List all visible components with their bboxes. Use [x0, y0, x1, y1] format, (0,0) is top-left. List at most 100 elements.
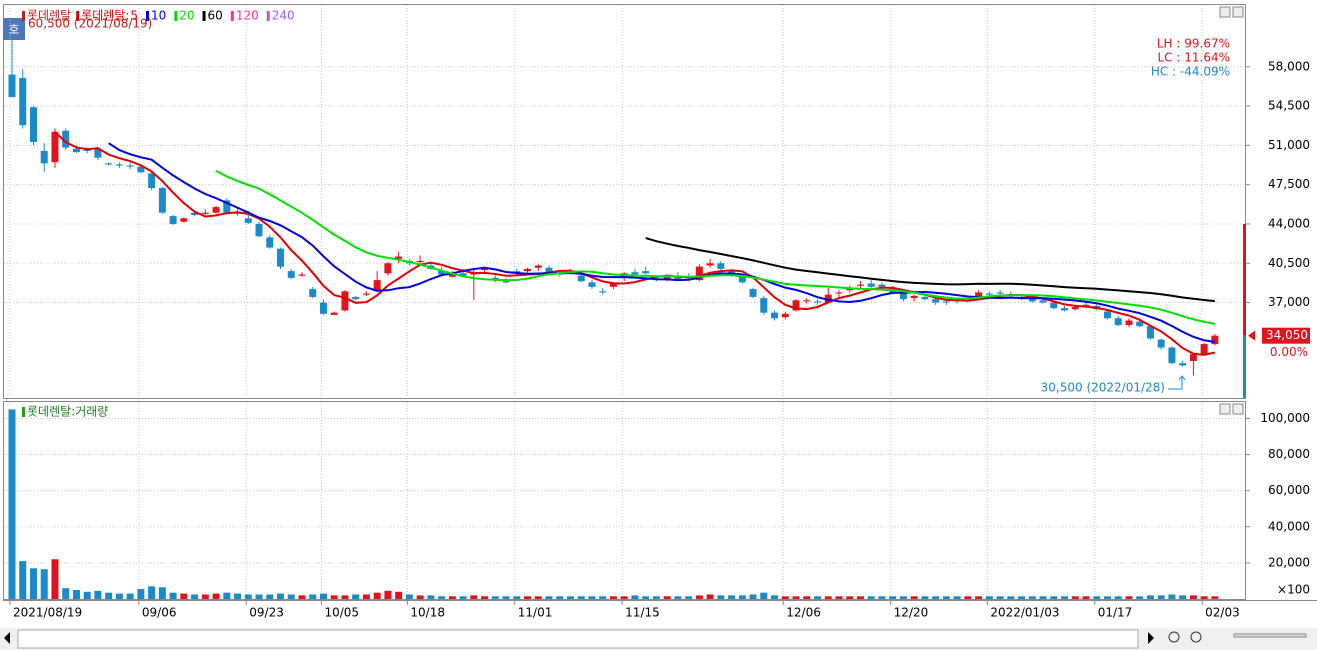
- y-tick-label: 20,000: [1268, 555, 1310, 569]
- candle-body: [438, 271, 446, 275]
- candle-body: [459, 273, 467, 276]
- candle-body: [1211, 335, 1219, 345]
- candle-body: [856, 284, 864, 286]
- y-tick-label: 60,000: [1268, 483, 1310, 497]
- volume-bar: [1168, 594, 1176, 599]
- scroll-track[interactable]: [17, 629, 1139, 649]
- volume-bar: [889, 596, 897, 599]
- panel-button[interactable]: [1219, 403, 1231, 415]
- candle-body: [115, 164, 123, 166]
- volume-bar: [953, 596, 961, 599]
- candle-body: [212, 207, 220, 213]
- candle-body: [814, 301, 821, 303]
- candle-body: [287, 271, 295, 278]
- volume-bar: [717, 595, 725, 599]
- volume-bar: [921, 596, 929, 599]
- volume-bar: [1050, 596, 1058, 599]
- volume-bar: [481, 596, 489, 599]
- candle-body: [341, 291, 349, 311]
- legend-swatch: [174, 11, 178, 21]
- candle-body: [1061, 308, 1069, 311]
- last-price-box: [1262, 327, 1310, 344]
- x-tick-label: 2021/08/19: [13, 606, 82, 620]
- stat-label: LC : 11.64%: [1158, 51, 1231, 65]
- x-tick-label: 10/18: [410, 606, 445, 620]
- volume-bar: [502, 596, 510, 599]
- candle-body: [642, 271, 650, 274]
- candle-body: [255, 223, 263, 237]
- candle-body: [1039, 300, 1047, 303]
- volume-bar: [824, 596, 832, 599]
- zoom-in[interactable]: [1190, 631, 1202, 643]
- volume-bar: [148, 586, 156, 599]
- stat-label: LH : 99.67%: [1157, 37, 1230, 51]
- volume-bar: [685, 596, 693, 599]
- volume-bar: [105, 592, 113, 599]
- volume-bar: [212, 593, 220, 599]
- candle-body: [1157, 339, 1165, 348]
- volume-bar: [749, 594, 757, 599]
- volume-bar: [29, 568, 37, 599]
- volume-bar: [19, 561, 27, 599]
- legend-swatch: [230, 11, 234, 21]
- volume-bar: [642, 596, 650, 599]
- candle-body: [1146, 326, 1154, 339]
- candle-body: [1103, 311, 1111, 319]
- volume-bar: [771, 595, 779, 599]
- volume-bar: [405, 594, 413, 599]
- high-annotation: 60,500 (2021/08/19): [28, 17, 152, 31]
- candle-body: [319, 302, 327, 314]
- panel-button[interactable]: [1219, 6, 1231, 18]
- volume-bar: [942, 596, 950, 599]
- candle-body: [244, 218, 252, 223]
- volume-bar: [287, 594, 295, 599]
- volume-bar: [1007, 596, 1015, 599]
- volume-bar: [459, 596, 467, 599]
- volume-bar: [438, 596, 446, 599]
- price-range-bar: [1243, 335, 1246, 398]
- legend: 롯데렌탈 롯데렌탈:5 10 20 60 120 240 롯데렌탈:거래량: [22, 9, 295, 419]
- volume-bar: [201, 594, 209, 599]
- candle-body: [105, 163, 113, 165]
- volume-bar: [1146, 595, 1154, 599]
- legend-label: 240: [272, 9, 295, 23]
- volume-bar: [330, 595, 338, 599]
- panel-button[interactable]: [1232, 403, 1244, 415]
- candle-body: [835, 292, 843, 294]
- zoom-out[interactable]: [1168, 631, 1180, 643]
- candle-body: [277, 248, 284, 267]
- volume-bar: [846, 596, 854, 599]
- candle-body: [985, 293, 993, 295]
- volume-bar: [341, 595, 349, 599]
- y-tick-label: 51,000: [1268, 138, 1310, 152]
- legend-swatch: [22, 11, 25, 21]
- candle-body: [749, 289, 757, 297]
- volume-bar: [352, 594, 360, 599]
- moving-average: [215, 169, 1216, 325]
- volume-bar: [319, 593, 327, 599]
- volume-bar: [470, 595, 478, 599]
- legend-swatch: [145, 11, 149, 21]
- low-arrow: [1168, 375, 1186, 390]
- volume-bar: [792, 596, 800, 599]
- volume-bar: [72, 589, 80, 599]
- volume-bar: [223, 592, 231, 599]
- panel-button[interactable]: [1232, 6, 1244, 18]
- scroll-left[interactable]: [4, 632, 10, 644]
- candle-body: [309, 289, 317, 297]
- volume-bar: [244, 594, 252, 599]
- candle-body: [137, 166, 145, 173]
- scroll-right[interactable]: [1148, 632, 1154, 644]
- candle-body: [760, 298, 768, 313]
- candle-body: [1050, 302, 1058, 309]
- zoom-slider[interactable]: [1233, 633, 1307, 638]
- candle-body: [1168, 347, 1176, 364]
- candle-body: [83, 149, 91, 151]
- candle-body: [878, 284, 886, 287]
- volume-bar: [191, 594, 199, 599]
- candle-body: [29, 107, 37, 142]
- volume-bar: [126, 593, 134, 599]
- candle-body: [771, 312, 779, 319]
- candle-body: [201, 212, 209, 214]
- volume-bar: [427, 595, 435, 599]
